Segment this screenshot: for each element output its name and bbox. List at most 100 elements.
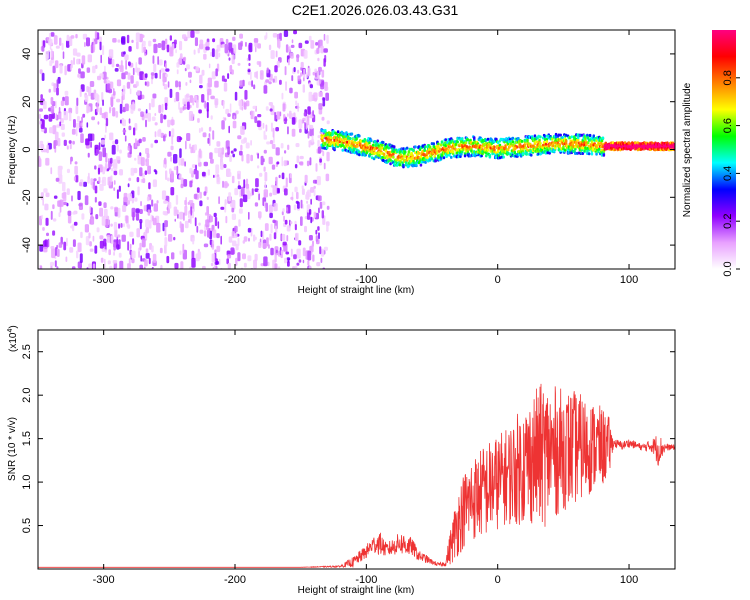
spectrogram-noise-cell xyxy=(77,261,82,269)
spectrogram-signal-cell xyxy=(436,151,439,155)
spectrogram-noise-cell xyxy=(304,225,307,233)
spectrogram-noise-cell xyxy=(214,98,219,106)
spectrogram-noise-cell xyxy=(238,219,241,227)
spectrogram-noise-cell xyxy=(131,258,135,264)
spectrogram-noise-cell xyxy=(227,262,231,269)
spectrogram-noise-cell xyxy=(199,85,203,89)
spectrogram-noise-cell xyxy=(90,141,92,148)
spectrogram-noise-cell xyxy=(297,102,299,112)
spectrogram-noise-cell xyxy=(201,94,205,103)
spectrogram-noise-cell xyxy=(131,199,134,204)
spectrogram-noise-cell xyxy=(304,40,309,44)
spectrogram-signal-cell xyxy=(592,147,595,151)
spectrogram-noise-cell xyxy=(144,81,147,86)
spectrogram-noise-cell xyxy=(167,151,172,157)
spectrogram-noise-cell xyxy=(116,189,119,199)
spectrogram-noise-cell xyxy=(308,235,313,241)
spectrogram-noise-cell xyxy=(235,257,238,266)
spectrogram-noise-cell xyxy=(112,140,116,145)
spectrogram-noise-cell xyxy=(220,235,222,245)
spectrogram-noise-cell xyxy=(60,118,64,124)
spectrogram-signal-cell xyxy=(424,160,427,164)
spectrogram-noise-cell xyxy=(272,33,278,38)
spectrogram-noise-cell xyxy=(160,264,163,269)
spectrogram-noise-cell xyxy=(238,42,243,50)
spectrogram-noise-cell xyxy=(311,135,314,143)
spectrogram-noise-cell xyxy=(309,84,313,89)
spectrogram-signal-cell xyxy=(413,164,416,167)
spectrogram-noise-cell xyxy=(242,253,246,260)
spectrogram-noise-cell xyxy=(162,77,165,86)
spectrogram-noise-cell xyxy=(42,199,44,206)
spectrogram-noise-cell xyxy=(241,139,246,144)
spectrogram-noise-cell xyxy=(227,73,230,79)
spectrogram-signal-cell xyxy=(393,163,397,167)
spectrogram-noise-cell xyxy=(141,238,146,248)
spectrogram-noise-cell xyxy=(173,154,178,164)
spectrogram-noise-cell xyxy=(210,95,215,100)
spectrogram-noise-cell xyxy=(186,133,191,141)
spectrogram-noise-cell xyxy=(38,157,41,167)
spectrogram-noise-cell xyxy=(246,57,249,62)
spectrogram-noise-cell xyxy=(323,162,326,170)
spectrogram-noise-cell xyxy=(238,208,243,214)
spectrogram-noise-cell xyxy=(312,254,315,262)
spectrogram-noise-cell xyxy=(46,232,49,237)
spectrogram-noise-cell xyxy=(71,195,73,202)
spectrogram-signal-cell xyxy=(322,129,325,133)
spectrogram-noise-cell xyxy=(165,73,169,78)
spectrogram-signal-cell xyxy=(442,156,446,160)
spectrogram-noise-cell xyxy=(281,156,283,167)
spectrogram-noise-cell xyxy=(179,40,183,51)
spectrogram-noise-cell xyxy=(280,250,284,255)
spectrogram-noise-cell xyxy=(188,71,192,78)
spectrogram-noise-cell xyxy=(157,130,162,137)
spectrogram-signal-cell xyxy=(355,148,358,152)
spectrogram-signal-cell xyxy=(363,138,367,141)
spectrogram-noise-cell xyxy=(265,79,270,83)
spectrogram-noise-cell xyxy=(246,153,250,164)
spectrogram-noise-cell xyxy=(121,36,126,45)
spectrogram-noise-cell xyxy=(99,235,104,240)
spectrogram-noise-cell xyxy=(282,208,285,213)
spectrogram-noise-cell xyxy=(68,140,72,144)
spectrogram-noise-cell xyxy=(160,68,165,73)
spectrogram-noise-cell xyxy=(58,107,61,114)
spectrogram-noise-cell xyxy=(195,253,200,262)
spectrogram-noise-cell xyxy=(110,223,113,227)
spectrogram-noise-cell xyxy=(293,30,297,35)
spectrogram-noise-cell xyxy=(323,58,326,67)
spectrogram-noise-cell xyxy=(106,234,111,243)
spectrogram-noise-cell xyxy=(94,93,99,101)
spectrogram-signal-cell xyxy=(587,136,590,140)
spectrogram-noise-cell xyxy=(319,246,322,255)
spectrogram-noise-cell xyxy=(255,46,257,53)
spectrogram-signal-cell xyxy=(545,134,549,138)
spectrogram-signal-cell xyxy=(524,146,527,150)
spectrogram-y-tick-label: 20 xyxy=(21,96,33,108)
spectrogram-noise-cell xyxy=(182,243,185,254)
spectrogram-signal-cell xyxy=(421,149,424,153)
spectrogram-signal-cell xyxy=(424,145,427,149)
spectrogram-noise-cell xyxy=(113,262,118,269)
spectrogram-signal-cell xyxy=(368,141,371,145)
spectrogram-signal-cell xyxy=(627,141,630,145)
spectrogram-noise-cell xyxy=(114,229,118,238)
spectrogram-noise-cell xyxy=(124,71,129,75)
spectrogram-signal-cell xyxy=(520,139,524,143)
spectrogram-noise-cell xyxy=(284,219,288,225)
spectrogram-noise-cell xyxy=(282,103,286,112)
spectrogram-noise-cell xyxy=(289,221,293,225)
spectrogram-signal-cell xyxy=(583,149,586,153)
spectrogram-noise-cell xyxy=(99,41,102,51)
spectrogram-noise-cell xyxy=(43,101,47,110)
spectrogram-noise-cell xyxy=(79,253,83,263)
spectrogram-noise-cell xyxy=(203,43,207,54)
spectrogram-signal-cell xyxy=(412,148,415,152)
spectrogram-noise-cell xyxy=(187,31,191,39)
spectrogram-signal-cell xyxy=(436,147,439,151)
spectrogram-noise-cell xyxy=(213,212,217,218)
spectrogram-noise-cell xyxy=(142,137,146,142)
spectrogram-noise-cell xyxy=(188,218,191,223)
spectrogram-noise-cell xyxy=(283,30,289,37)
